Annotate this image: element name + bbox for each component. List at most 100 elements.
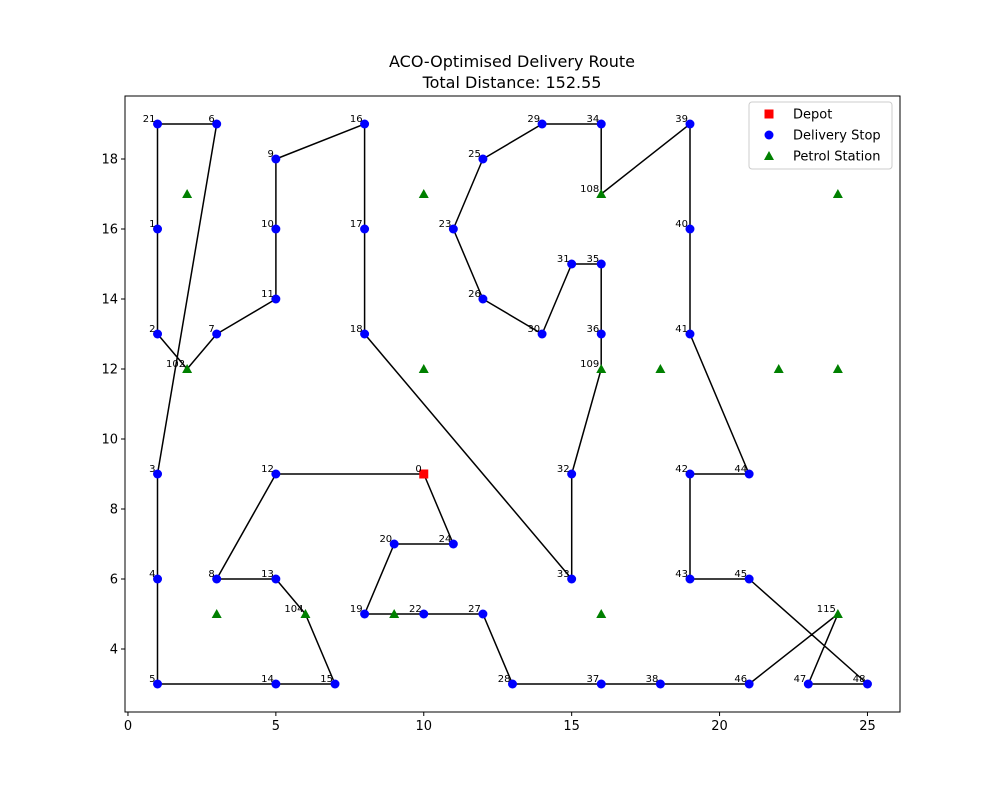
plot-frame (124, 95, 901, 713)
delivery-stop-point (744, 469, 754, 479)
legend-depot-swatch (764, 109, 774, 119)
delivery-stop-point (448, 224, 458, 234)
node-label: 19 (350, 604, 363, 615)
y-tick-label: 12 (101, 363, 118, 378)
node-label: 9 (267, 149, 273, 160)
legend-stop-swatch (764, 130, 774, 140)
delivery-stop-point (448, 539, 458, 549)
y-tick-label: 8 (110, 503, 118, 518)
delivery-stop-point (685, 469, 695, 479)
delivery-stop-point (389, 539, 399, 549)
node-label: 44 (734, 464, 747, 475)
petrol-station-point (832, 364, 843, 373)
chart-subtitle: Total Distance: 152.55 (422, 73, 602, 92)
node-label: 32 (557, 464, 570, 475)
petrol-station-point (596, 609, 607, 618)
delivery-stop-point (537, 119, 547, 129)
delivery-stop-point (862, 679, 872, 689)
delivery-stop-point (803, 679, 813, 689)
y-tick-label: 14 (101, 293, 118, 308)
petrol-station-point (418, 364, 429, 373)
node-label: 23 (439, 219, 452, 230)
node-label: 5 (149, 674, 155, 685)
node-label: 108 (580, 184, 599, 195)
node-label: 17 (350, 219, 363, 230)
delivery-stop-point (360, 224, 370, 234)
legend-entry-label: Petrol Station (793, 150, 880, 165)
delivery-stop-point (330, 679, 340, 689)
node-label: 22 (409, 604, 422, 615)
depot-point (419, 469, 429, 479)
petrol-station-point (300, 609, 311, 618)
node-label: 10 (261, 219, 274, 230)
delivery-stop-point (478, 609, 488, 619)
delivery-stop-point (271, 469, 281, 479)
delivery-stop-point (360, 329, 370, 339)
delivery-stop-point (596, 119, 606, 129)
legend-entry-label: Depot (793, 108, 832, 123)
x-tick-label: 10 (415, 719, 432, 734)
delivery-stop-point (685, 574, 695, 584)
petrol-station-point (832, 609, 843, 618)
delivery-stop-point (685, 119, 695, 129)
node-label: 18 (350, 324, 363, 335)
node-label: 7 (208, 324, 214, 335)
node-label: 14 (261, 674, 274, 685)
delivery-stop-point (537, 329, 547, 339)
node-label: 104 (284, 604, 303, 615)
delivery-stop-point (744, 574, 754, 584)
petrol-station-point (596, 364, 607, 373)
node-label: 0 (415, 464, 421, 475)
node-label: 45 (734, 569, 747, 580)
petrol-station-point (832, 189, 843, 198)
petrol-station-point (182, 364, 193, 373)
node-label: 33 (557, 569, 570, 580)
node-label: 26 (468, 289, 481, 300)
node-label: 2 (149, 324, 155, 335)
x-tick-label: 15 (563, 719, 580, 734)
petrol-station-point (182, 189, 193, 198)
x-tick-label: 20 (711, 719, 728, 734)
node-label: 12 (261, 464, 274, 475)
node-label: 3 (149, 464, 155, 475)
petrol-station-point (389, 609, 400, 618)
delivery-stop-point (744, 679, 754, 689)
node-label: 115 (817, 604, 836, 615)
node-label: 34 (587, 114, 600, 125)
delivery-stop-point (596, 679, 606, 689)
delivery-stop-point (655, 679, 665, 689)
delivery-stop-point (596, 329, 606, 339)
node-label: 25 (468, 149, 481, 160)
delivery-stop-point (567, 574, 577, 584)
delivery-stop-point (478, 294, 488, 304)
delivery-stop-point (271, 224, 281, 234)
y-tick-label: 6 (110, 573, 118, 588)
legend-petrol-swatch (764, 151, 774, 160)
delivery-stop-point (360, 119, 370, 129)
delivery-stop-point (419, 609, 429, 619)
y-tick-label: 16 (101, 223, 118, 238)
node-label: 42 (675, 464, 688, 475)
delivery-stop-point (271, 574, 281, 584)
delivery-stop-point (153, 574, 163, 584)
legend-box (748, 101, 893, 170)
delivery-stop-point (212, 574, 222, 584)
delivery-stop-point (271, 154, 281, 164)
delivery-stop-point (153, 224, 163, 234)
delivery-stop-point (685, 224, 695, 234)
node-label: 109 (580, 359, 599, 370)
x-tick-label: 0 (124, 719, 132, 734)
node-label: 35 (587, 254, 600, 265)
delivery-stop-point (153, 119, 163, 129)
node-label: 4 (149, 569, 155, 580)
petrol-station-point (773, 364, 784, 373)
node-label: 47 (794, 674, 807, 685)
delivery-stop-point (567, 259, 577, 269)
node-label: 37 (587, 674, 600, 685)
node-label: 36 (587, 324, 600, 335)
node-label: 1 (149, 219, 155, 230)
legend-entry-label: Delivery Stop (793, 129, 881, 144)
node-label: 102 (166, 359, 185, 370)
